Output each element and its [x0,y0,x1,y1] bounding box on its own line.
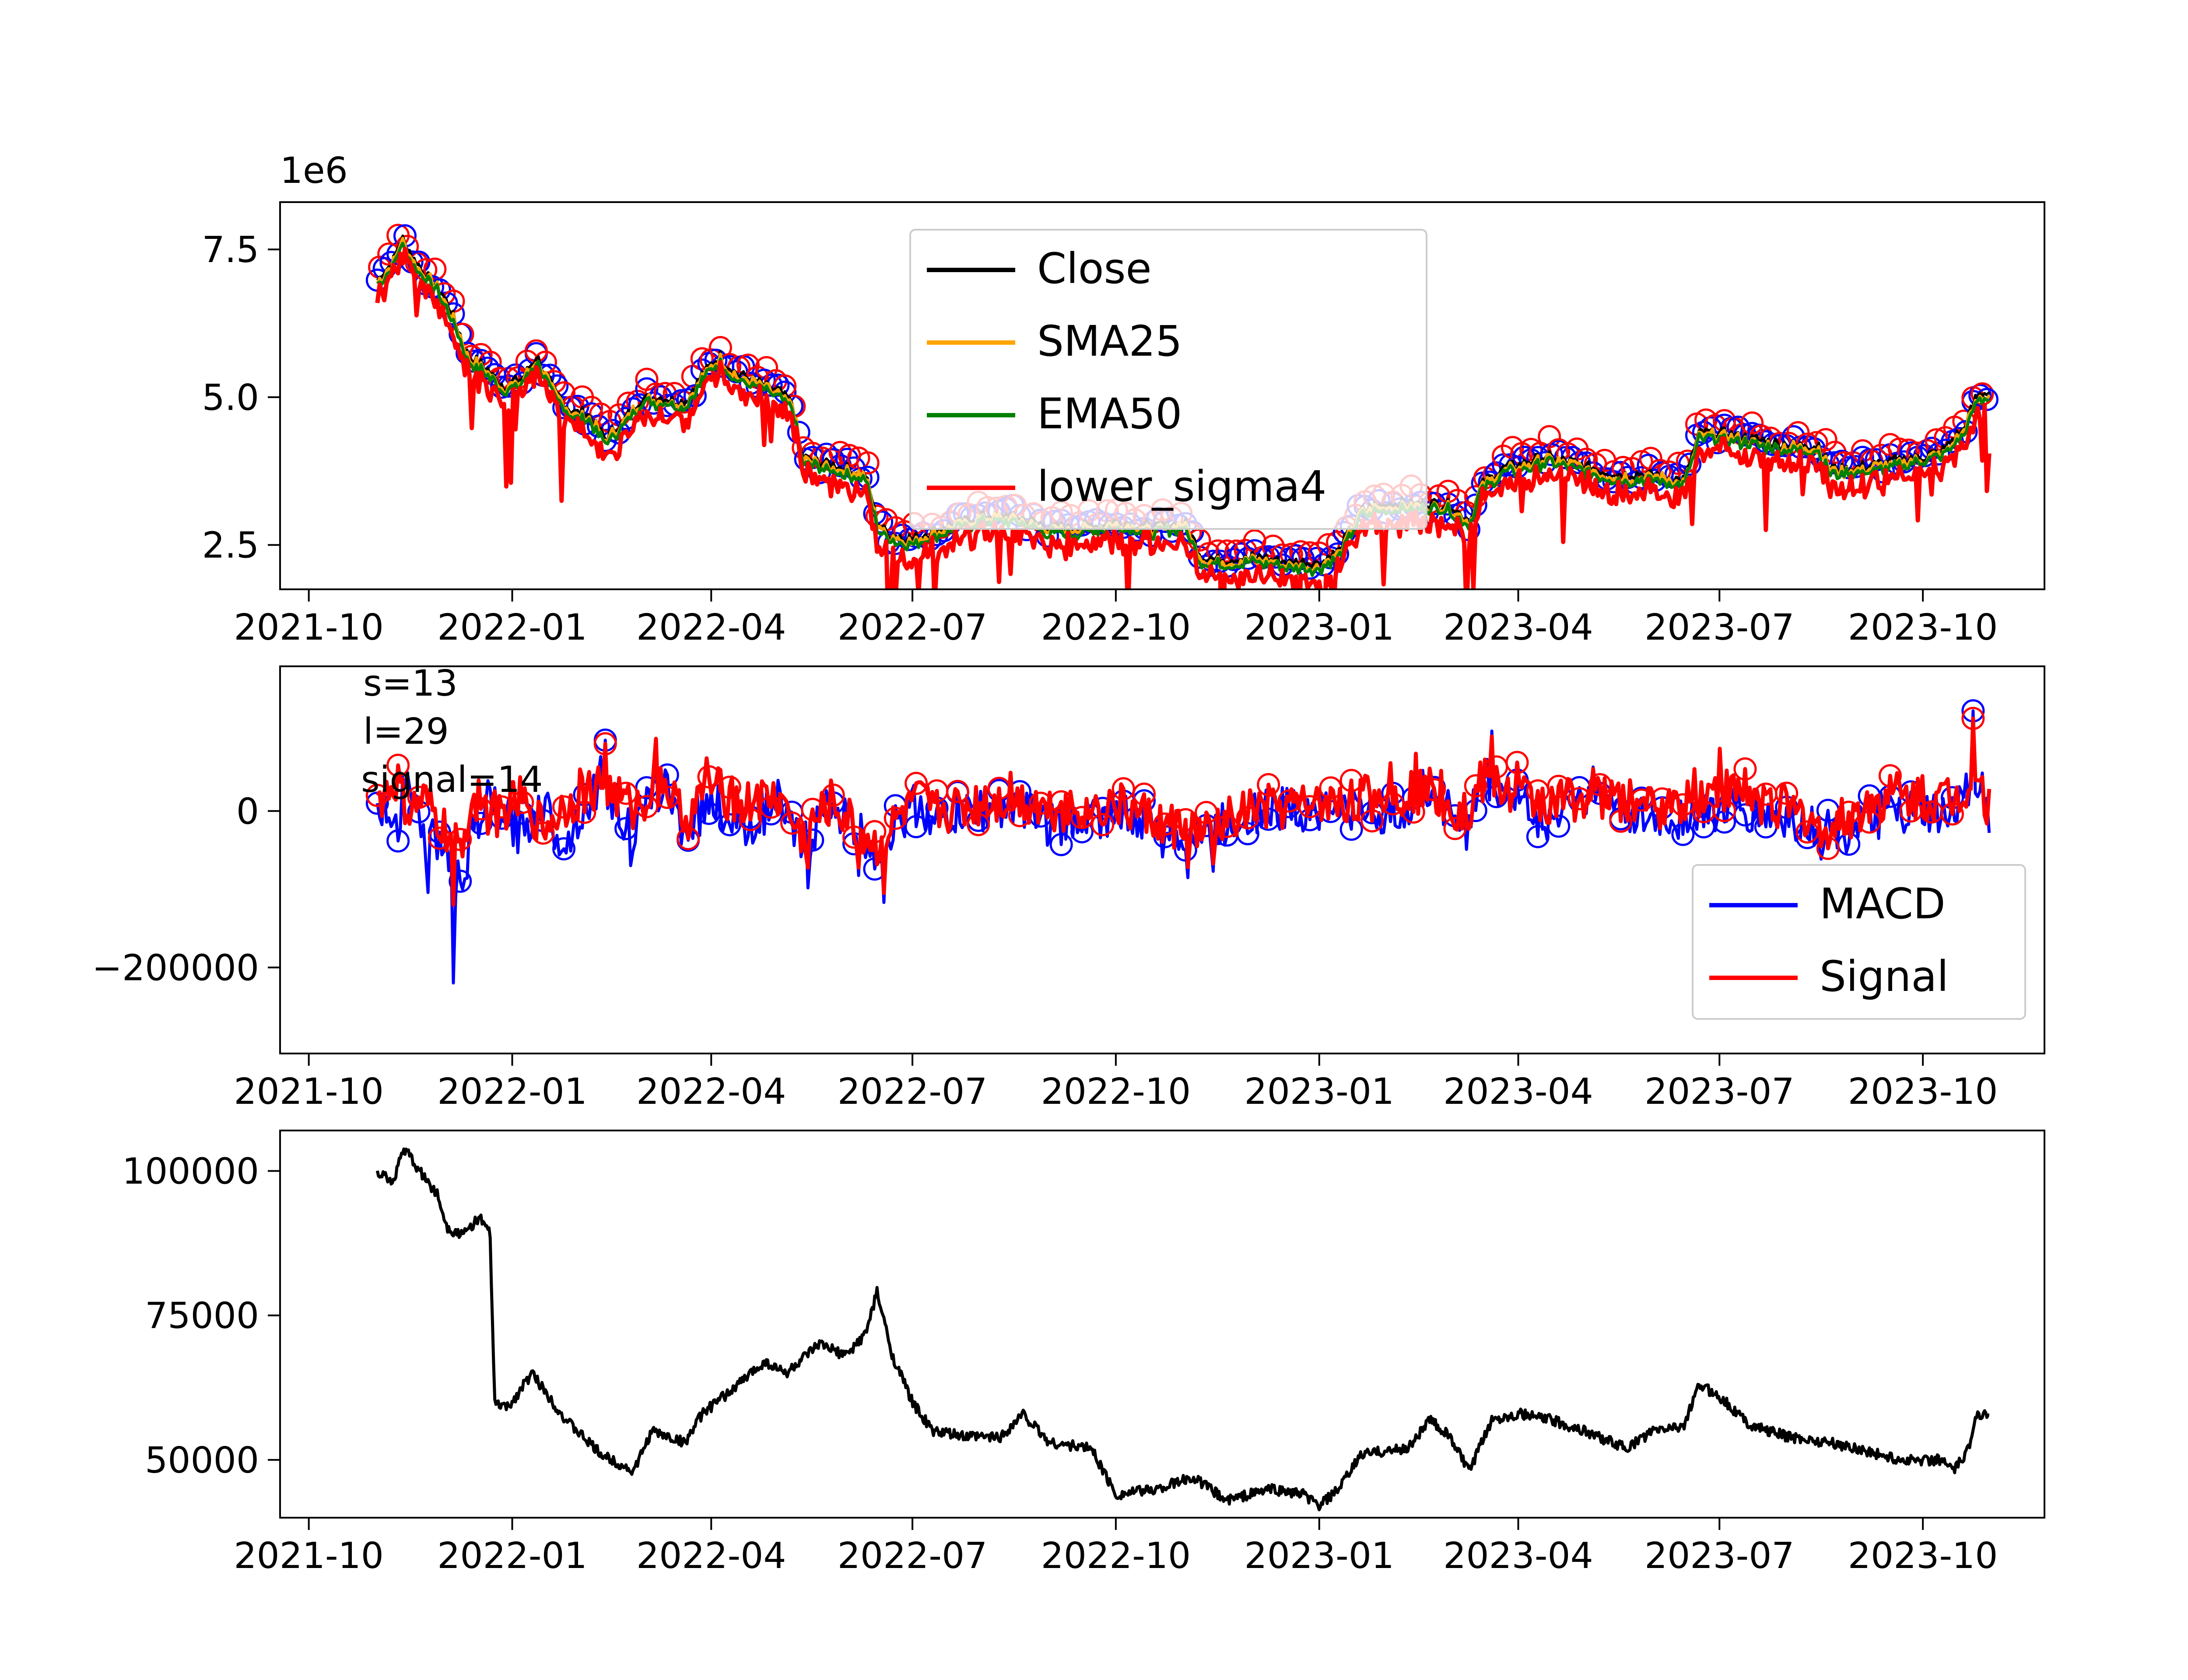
volume-line [375,1147,1990,1512]
x-tick-label: 2023-04 [1443,607,1593,648]
x-tick-label: 2022-10 [1041,1071,1191,1113]
price-legend: Close SMA25 EMA50 lower_sigma4 [909,229,1427,530]
y-tick-label: 75000 [145,1295,259,1337]
y-tick-label: 5.0 [202,377,259,419]
macd-axes-frame [279,665,2045,1054]
x-tick-label: 2021-10 [234,1535,384,1577]
volume-axes-frame [279,1130,2045,1519]
macd-annotation-l: l=29 [363,711,449,752]
y-tick-label: 2.5 [202,525,259,567]
x-tick-label: 2022-07 [838,1535,988,1577]
price-x-axis: 2021-10 2022-01 2022-04 2022-07 2022-10 2023-… [234,589,1998,648]
macd-annotation-signal: signal=14 [361,759,543,801]
legend-label: MACD [1820,879,1946,928]
signal-marker [1091,813,1115,836]
x-tick-label: 2023-07 [1645,1535,1795,1577]
price-y-axis: 2.5 5.0 7.5 [202,229,280,567]
x-tick-label: 2023-04 [1443,1071,1593,1113]
volume-y-axis: 50000 75000 100000 [122,1151,280,1481]
x-tick-label: 2021-10 [234,1071,384,1113]
legend-box [909,229,1427,530]
x-tick-label: 2023-01 [1244,1071,1394,1113]
price-axes-frame [279,201,2045,590]
y-tick-label: 50000 [145,1440,259,1481]
x-tick-label: 2023-10 [1848,607,1998,648]
x-tick-label: 2022-04 [636,607,786,648]
marker-blue [1464,494,1487,517]
x-tick-label: 2023-10 [1848,1535,1998,1577]
series-group [365,699,1992,985]
volume-panel: 2021-10 2022-01 2022-04 2022-07 2022-10 2023-… [122,1130,2045,1577]
volume-x-axis: 2021-10 2022-01 2022-04 2022-07 2022-10 2023-… [234,1518,1998,1577]
x-tick-label: 2022-04 [636,1535,786,1577]
price-panel: 2021-10 2022-01 2022-04 2022-07 2022-10 2023-… [202,150,2045,648]
signal-line [375,716,1992,907]
signal-marker [905,772,928,795]
signal-marker [946,780,969,803]
x-tick-label: 2022-01 [437,607,587,648]
legend-label: EMA50 [1037,389,1182,438]
lower-sigma4-line [375,246,1992,589]
x-tick-label: 2023-01 [1244,607,1394,648]
marker-red [736,354,760,377]
y-tick-label: −200000 [92,947,259,989]
legend-label: Signal [1820,952,1949,1001]
signal-marker [1443,817,1467,840]
x-tick-label: 2022-01 [437,1071,587,1113]
x-tick-label: 2023-04 [1443,1535,1593,1577]
macd-legend: MACD Signal [1692,864,2026,1020]
macd-plot-area [365,699,1992,985]
x-tick-label: 2023-07 [1645,607,1795,648]
marker-red [690,347,714,371]
signal-marker [1070,806,1094,830]
marker-red [1639,447,1662,470]
legend-label: lower_sigma4 [1037,462,1327,511]
macd-y-axis: 0 −200000 [92,791,280,989]
marker-red [1215,539,1239,563]
x-tick-label: 2023-07 [1645,1071,1795,1113]
price-offset-text: 1e6 [280,150,348,192]
macd-x-axis: 2021-10 2022-01 2022-04 2022-07 2022-10 2023-… [234,1054,1998,1113]
x-tick-label: 2022-10 [1041,1535,1191,1577]
x-tick-label: 2023-01 [1244,1535,1394,1577]
x-tick-label: 2022-04 [636,1071,786,1113]
y-tick-label: 7.5 [202,229,259,271]
x-tick-label: 2022-07 [838,607,988,648]
x-tick-label: 2023-10 [1848,1071,1998,1113]
marker-blue [704,348,728,372]
x-tick-label: 2022-07 [838,1071,988,1113]
macd-panel: 2021-10 2022-01 2022-04 2022-07 2022-10 2023-… [92,663,2045,1113]
x-tick-label: 2021-10 [234,607,384,648]
x-tick-label: 2022-10 [1041,607,1191,648]
y-tick-label: 100000 [122,1151,259,1192]
series-group [375,1147,1990,1512]
y-tick-label: 0 [236,791,259,833]
signal-marker [1795,820,1819,844]
legend-label: SMA25 [1037,317,1182,366]
volume-plot-area [375,1147,1990,1512]
marker-blue [1678,452,1702,476]
x-tick-label: 2022-01 [437,1535,587,1577]
macd-annotation-s: s=13 [363,663,458,704]
legend-label: Close [1037,244,1152,293]
marker-red [856,451,880,475]
